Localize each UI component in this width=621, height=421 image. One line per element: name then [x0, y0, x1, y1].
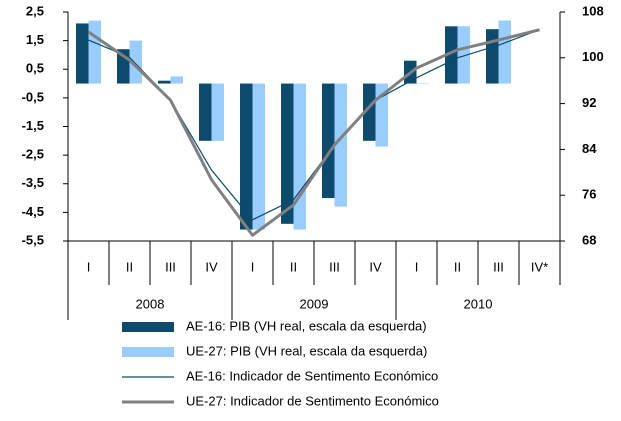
legend-label: UE-27: PIB (VH real, escala da esquerda) [186, 343, 427, 358]
y2-tick-label: 108 [582, 3, 604, 18]
x-tick-label: I [251, 259, 255, 274]
legend-label: AE-16: PIB (VH real, escala da esquerda) [186, 318, 427, 333]
legend-label: UE-27: Indicador de Sentimento Económico [186, 393, 439, 408]
line [87, 28, 540, 237]
x-tick-label: II [126, 259, 133, 274]
x-tick-label: IV* [531, 259, 548, 274]
legend-swatch [122, 347, 174, 357]
bar [363, 83, 376, 141]
x-tick-label: I [87, 259, 91, 274]
y-tick-label: -5,5 [22, 232, 44, 247]
bar [334, 83, 347, 207]
y2-tick-label: 76 [582, 187, 596, 202]
bar [252, 83, 265, 230]
y2-tick-label: 84 [582, 141, 597, 156]
bar [158, 80, 171, 84]
bar [486, 29, 499, 84]
bar [240, 83, 253, 230]
legend-label: AE-16: Indicador de Sentimento Económico [186, 368, 438, 383]
y-tick-label: 2,5 [26, 3, 44, 18]
bar [199, 83, 212, 141]
bar [445, 26, 458, 84]
x-tick-label: II [290, 259, 297, 274]
y-tick-label: -1,5 [22, 118, 44, 133]
y-tick-label: -3,5 [22, 175, 44, 190]
y2-tick-label: 68 [582, 232, 596, 247]
y-tick-label: -0,5 [22, 89, 44, 104]
x-tick-label: IV [369, 259, 382, 274]
y-tick-label: -2,5 [22, 147, 44, 162]
bar [322, 83, 335, 199]
bar [498, 20, 511, 84]
x-tick-label: I [415, 259, 419, 274]
bar [129, 40, 142, 84]
x-tick-label: II [454, 259, 461, 274]
y-tick-label: 0,5 [26, 61, 44, 76]
x-tick-label: III [329, 259, 340, 274]
y2-tick-label: 100 [582, 49, 604, 64]
x-tick-label: III [165, 259, 176, 274]
bar [281, 83, 294, 224]
bar [457, 26, 470, 84]
y-tick-label: 1,5 [26, 32, 44, 47]
y-tick-label: -4,5 [22, 204, 44, 219]
group-label: 2009 [300, 296, 329, 311]
x-tick-label: III [493, 259, 504, 274]
bar [293, 83, 306, 230]
bar [211, 83, 224, 141]
x-tick-label: IV [205, 259, 218, 274]
bar [416, 83, 429, 85]
line [88, 29, 540, 221]
legend-swatch [122, 322, 174, 332]
group-label: 2008 [136, 296, 165, 311]
bar [76, 23, 89, 84]
bar [88, 20, 101, 84]
bar [170, 76, 183, 84]
y2-tick-label: 92 [582, 95, 596, 110]
group-label: 2010 [464, 296, 493, 311]
